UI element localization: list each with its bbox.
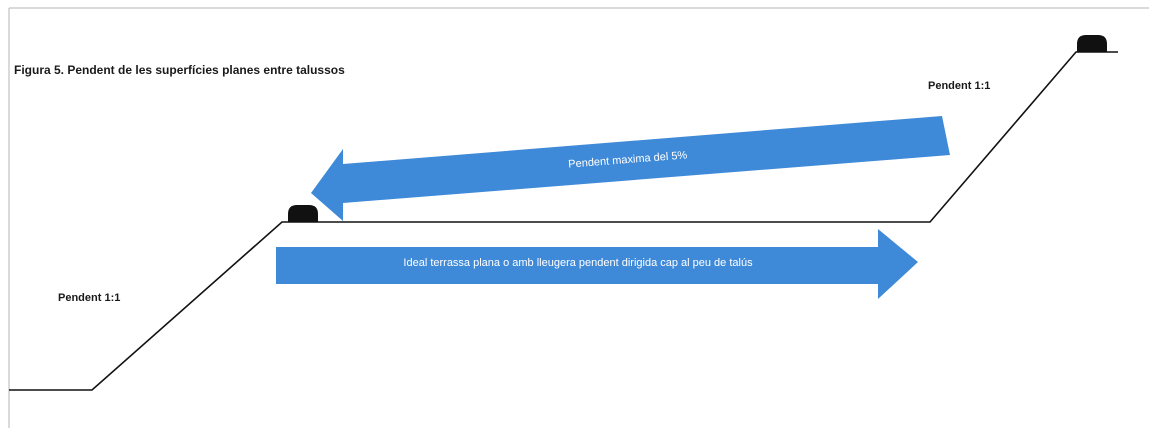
slope-label-right: Pendent 1:1 [928,80,991,92]
drain-marker-upper [1077,35,1107,52]
lower-arrow-text: Ideal terrassa plana o amb lleugera pend… [403,257,753,269]
figure-caption: Figura 5. Pendent de les superfícies pla… [14,63,345,77]
terrain-profile [9,51,1118,391]
slope-label-left: Pendent 1:1 [58,292,121,304]
lower-arrow [276,229,918,299]
upper-arrow [311,116,950,221]
drain-marker-lower [288,205,318,222]
